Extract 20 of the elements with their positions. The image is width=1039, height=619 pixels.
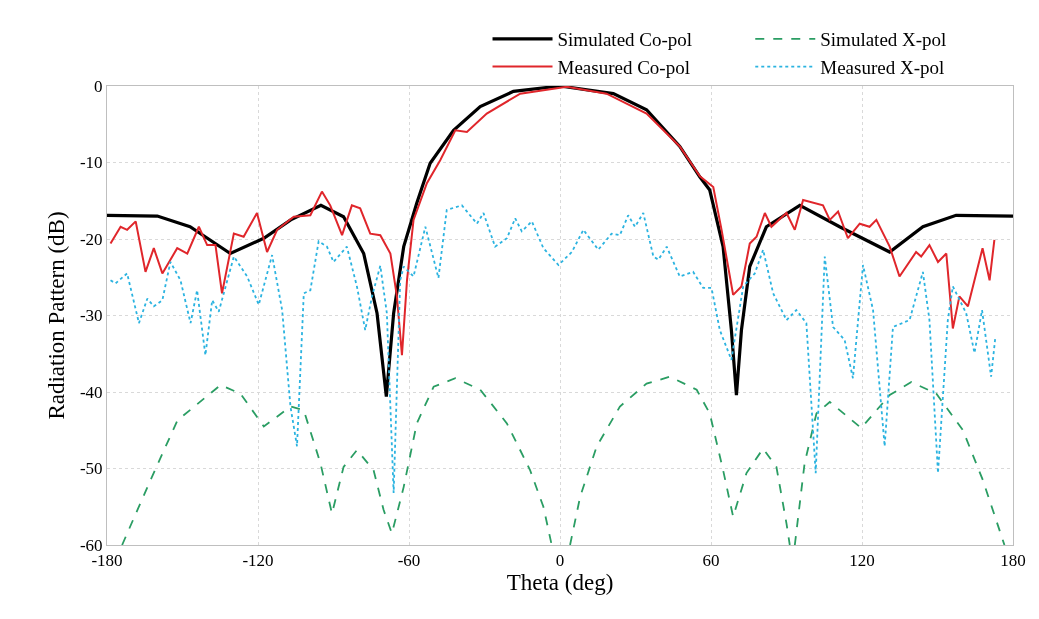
x-axis-title: Theta (deg)	[506, 570, 614, 596]
y-axis-title: Radiation Pattern (dB)	[44, 211, 70, 420]
legend-label: Measured Co-pol	[557, 56, 690, 78]
y-tick-label: -20	[79, 229, 103, 249]
y-tick-label: -30	[79, 306, 103, 326]
y-tick-label: -40	[79, 382, 103, 402]
x-tick-label: 60	[702, 551, 720, 571]
x-tick-label: 180	[1000, 551, 1026, 571]
line-series	[109, 204, 997, 494]
x-tick-label: 120	[849, 551, 875, 571]
y-tick-label: -50	[79, 459, 103, 479]
y-tick-label: -10	[79, 153, 103, 173]
line-series	[109, 86, 996, 357]
legend-label: Simulated Co-pol	[557, 29, 693, 51]
x-tick-label: -120	[242, 551, 274, 571]
legend-label: Simulated X-pol	[820, 29, 947, 51]
x-tick-label: -60	[397, 551, 421, 571]
x-tick-label: 0	[555, 551, 565, 571]
y-tick-label: 0	[94, 76, 103, 96]
legend-label: Measured X-pol	[820, 56, 945, 78]
